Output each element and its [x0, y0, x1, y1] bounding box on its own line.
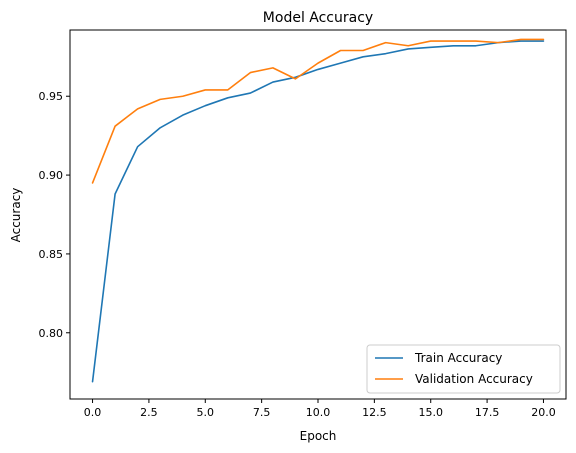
x-tick-label: 10.0: [306, 406, 331, 419]
legend-box: [366, 344, 561, 394]
x-tick-label: 5.0: [197, 406, 215, 419]
x-tick-label: 2.5: [140, 406, 158, 419]
plot-frame: [69, 29, 567, 400]
y-tick-label: 0.95: [39, 90, 64, 103]
legend-label: Validation Accuracy: [415, 372, 533, 386]
chart-title: Model Accuracy: [263, 10, 373, 26]
y-tick-label: 0.80: [39, 327, 64, 340]
y-axis-label: Accuracy: [9, 188, 23, 243]
x-tick-label: 0.0: [84, 406, 102, 419]
legend-label: Train Accuracy: [414, 351, 502, 365]
plot-area: [91, 38, 545, 383]
x-tick-label: 15.0: [418, 406, 443, 419]
x-tick-label: 12.5: [362, 406, 387, 419]
x-axis-label: Epoch: [300, 429, 337, 443]
x-tick-label: 7.5: [253, 406, 271, 419]
series-line-train-accuracy: [91, 40, 545, 383]
x-tick-label: 17.5: [475, 406, 500, 419]
series-line-validation-accuracy: [91, 38, 545, 184]
y-tick-label: 0.85: [39, 248, 64, 261]
y-axis: 0.80 0.85 0.90 0.95: [39, 90, 70, 340]
y-tick-label: 0.90: [39, 169, 64, 182]
x-axis: 0.0 2.5 5.0 7.5 10.0 12.5 15.0 17.5 20.0: [84, 399, 556, 419]
legend: Train Accuracy Validation Accuracy: [366, 344, 561, 394]
x-tick-label: 20.0: [531, 406, 556, 419]
